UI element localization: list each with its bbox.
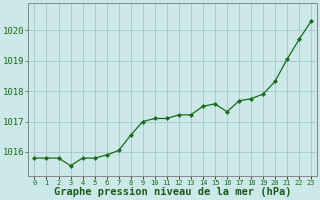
X-axis label: Graphe pression niveau de la mer (hPa): Graphe pression niveau de la mer (hPa) <box>54 187 292 197</box>
